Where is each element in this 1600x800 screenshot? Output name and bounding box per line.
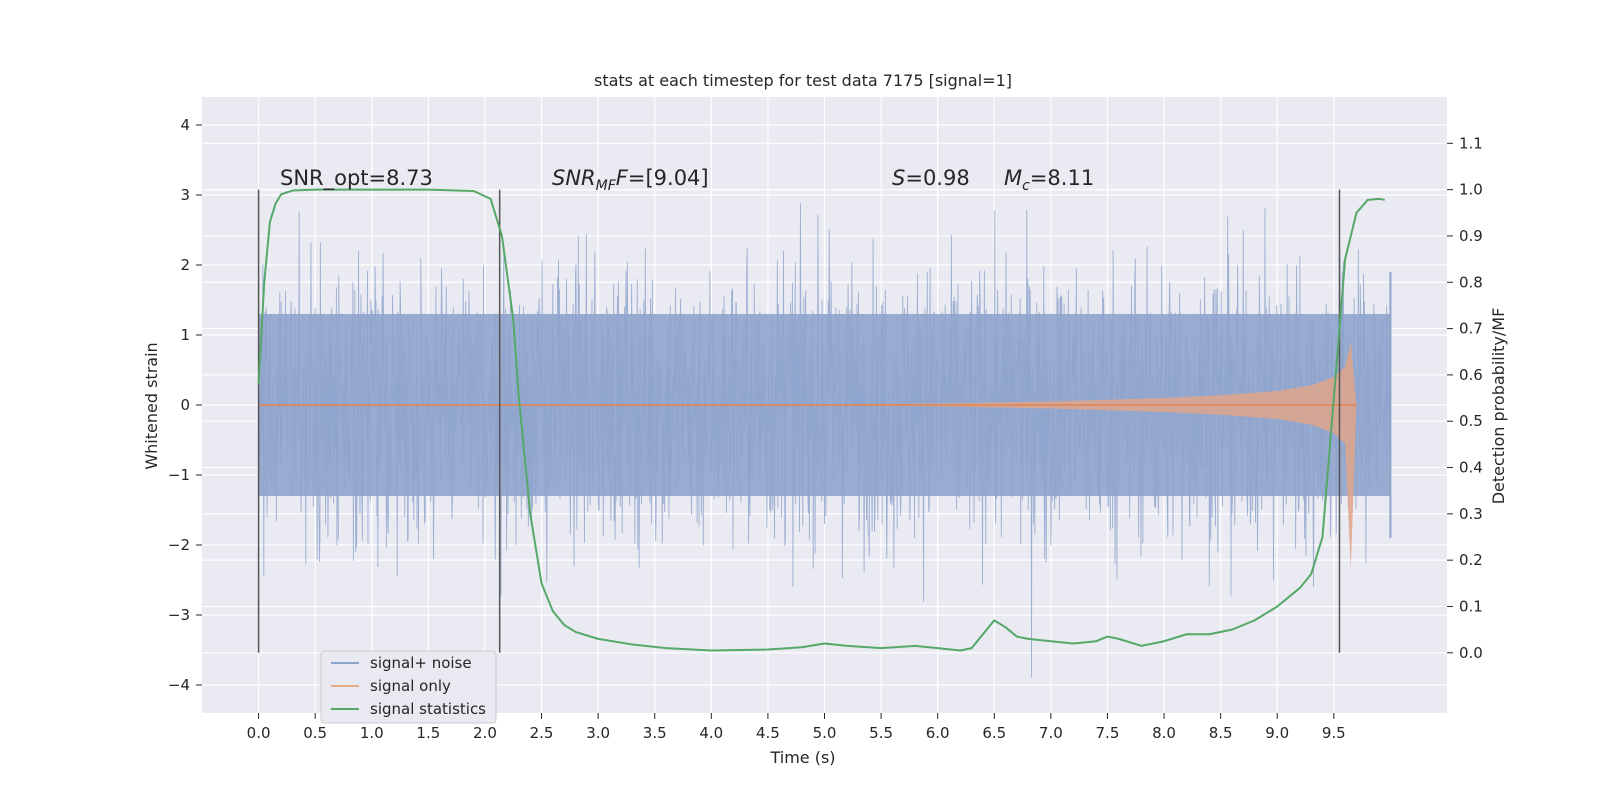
y-tick-label: 3: [180, 186, 190, 204]
snr-mf-value: =[9.04]: [628, 166, 709, 190]
y-tick-label: −4: [168, 676, 190, 694]
y-right-tick-label: 0.9: [1459, 227, 1483, 245]
legend: signal+ noise signal only signal statist…: [320, 650, 497, 724]
legend-box: [320, 650, 497, 724]
y-tick-label: 4: [180, 116, 190, 134]
y-right-axis-ticks: 1.1 1.0 0.9 0.8 0.7 0.6 0.5 0.4 0.3 0.2 0.1 0.0: [1447, 134, 1483, 662]
legend-label-signal-statistics: signal statistics: [370, 700, 486, 718]
y-right-tick-label: 0.6: [1459, 366, 1483, 384]
x-tick-label: 1.0: [360, 724, 384, 742]
x-tick-label: 5.5: [869, 724, 893, 742]
x-tick-label: 9.5: [1322, 724, 1346, 742]
signal-only-series: [258, 342, 1357, 569]
vertical-markers: [257, 189, 1341, 653]
y-right-tick-label: 0.2: [1459, 551, 1483, 569]
y-right-tick-label: 1.0: [1459, 181, 1483, 199]
annotation-snr-mf: SNRMFF=[9.04]: [552, 166, 709, 194]
x-tick-label: 6.0: [926, 724, 950, 742]
mc-value: =8.11: [1030, 166, 1094, 190]
y-right-tick-label: 0.8: [1459, 273, 1483, 291]
annotation-snr-opt: SNR_opt=8.73: [280, 166, 433, 191]
mc-subscript: c: [1022, 178, 1030, 194]
x-tick-label: 9.0: [1265, 724, 1289, 742]
x-tick-label: 3.5: [643, 724, 667, 742]
x-tick-label: 3.0: [586, 724, 610, 742]
x-tick-label: 8.5: [1209, 724, 1233, 742]
y-tick-label: 2: [180, 256, 190, 274]
y-right-tick-label: 1.1: [1459, 134, 1483, 152]
y-right-tick-label: 0.3: [1459, 505, 1483, 523]
annotation-mc: Mc=8.11: [1004, 166, 1094, 194]
y-right-tick-label: 0.4: [1459, 459, 1483, 477]
y-right-tick-label: 0.1: [1459, 597, 1483, 615]
y-tick-label: 0: [180, 396, 190, 414]
legend-label-signal-only: signal only: [370, 677, 451, 695]
x-tick-label: 4.5: [756, 724, 780, 742]
y-right-tick-label: 0.7: [1459, 320, 1483, 338]
x-tick-label: 0.5: [303, 724, 327, 742]
x-tick-label: 5.0: [813, 724, 837, 742]
y-tick-label: 1: [180, 326, 190, 344]
y-axis-ticks: 4 3 2 1 0 −1 −2 −3 −4: [168, 116, 202, 694]
snr-mf-subscript: MF: [596, 178, 617, 194]
s-symbol: S: [892, 166, 905, 190]
mc-symbol: M: [1004, 166, 1022, 190]
snr-mf-f: F: [616, 166, 629, 190]
y-right-tick-label: 0.0: [1459, 644, 1483, 662]
x-tick-label: 7.0: [1039, 724, 1063, 742]
signal-statistics-line: [257, 188, 1385, 652]
chart-title: stats at each timestep for test data 717…: [594, 71, 1012, 90]
signal-statistics-series: [257, 188, 1385, 652]
x-tick-label: 1.5: [416, 724, 440, 742]
x-tick-label: 0.0: [247, 724, 271, 742]
x-tick-label: 6.5: [982, 724, 1006, 742]
x-tick-label: 7.5: [1096, 724, 1120, 742]
x-tick-label: 8.0: [1152, 724, 1176, 742]
s-value: =0.98: [905, 166, 969, 190]
snr-mf-symbol: SNR: [552, 166, 596, 190]
x-tick-label: 2.0: [473, 724, 497, 742]
y-axis-label: Whitened strain: [142, 342, 161, 469]
y-tick-label: −1: [168, 466, 190, 484]
y-tick-label: −3: [168, 606, 190, 624]
annotation-s: S=0.98: [892, 166, 970, 190]
x-axis-ticks: 0.0 0.5 1.0 1.5 2.0 2.5 3.0 3.5 4.0 4.5 5.0 5.5 6.0 6…: [247, 713, 1346, 742]
x-axis-label: Time (s): [769, 748, 835, 767]
x-tick-label: 4.0: [699, 724, 723, 742]
x-tick-label: 2.5: [530, 724, 554, 742]
y-right-tick-label: 0.5: [1459, 412, 1483, 430]
legend-label-signal-noise: signal+ noise: [370, 654, 472, 672]
y-right-axis-label: Detection probability/MF: [1489, 308, 1508, 505]
y-tick-label: −2: [168, 536, 190, 554]
